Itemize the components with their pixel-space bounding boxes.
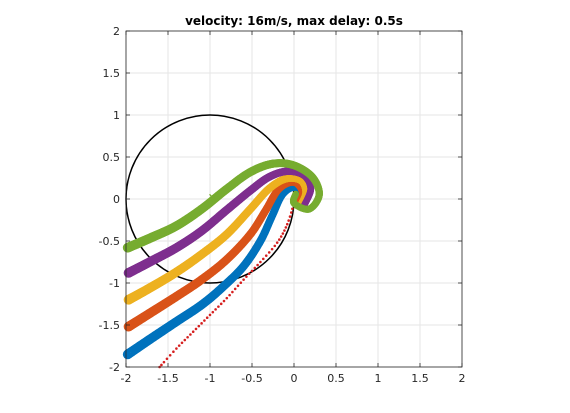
data-point: [217, 305, 220, 308]
data-point: [183, 338, 187, 342]
data-point: [270, 247, 274, 251]
data-point: [168, 353, 172, 357]
data-point: [283, 229, 286, 232]
data-point: [287, 219, 290, 222]
x-tick-label: 1.5: [411, 372, 429, 385]
data-point: [160, 363, 163, 367]
data-point: [289, 211, 293, 214]
cross-stroke: [209, 193, 216, 201]
data-point: [162, 360, 166, 364]
y-tick-label: -2: [109, 361, 120, 374]
series-yellow: [123, 174, 310, 305]
data-point: [273, 244, 277, 248]
data-point: [228, 293, 231, 297]
y-tick-label: -1.5: [99, 319, 120, 332]
data-point: [278, 238, 281, 241]
y-tick-label: 0: [113, 193, 120, 206]
data-point: [264, 254, 268, 257]
y-tick-label: 0.5: [103, 151, 121, 164]
data-point: [194, 327, 198, 331]
data-point: [285, 222, 289, 226]
data-point: [200, 322, 203, 325]
data-point: [261, 257, 265, 261]
data-point: [175, 347, 178, 350]
data-point: [165, 357, 169, 361]
x-tick-label: -2: [121, 372, 132, 385]
x-tick-label: 2: [459, 372, 466, 385]
data-point: [225, 296, 229, 300]
data-point: [177, 344, 181, 347]
data-point: [256, 263, 259, 267]
data-point: [259, 260, 262, 264]
data-point: [267, 251, 271, 254]
series-orange: [123, 178, 306, 332]
data-point: [189, 333, 192, 336]
data-point: [208, 313, 212, 317]
axis-ticks: -2 -1.5 -1 -0.5 0 0.5 1 1.5 2 -2 -1.5 -1 -0.5 0 0.5 1 1.…: [99, 25, 466, 385]
data-point: [239, 281, 243, 284]
x-tick-label: 0: [291, 372, 298, 385]
series-red-dots: [158, 201, 296, 369]
data-point: [211, 310, 215, 314]
data-point: [245, 275, 248, 278]
data-point: [233, 287, 237, 291]
data-point: [231, 290, 234, 294]
data-point: [222, 299, 226, 303]
y-tick-label: -0.5: [99, 235, 120, 248]
data-point: [279, 235, 283, 238]
y-tick-label: -1: [109, 277, 120, 290]
x-tick-label: -0.5: [241, 372, 262, 385]
data-point: [284, 226, 288, 229]
x-tick-label: -1.5: [157, 372, 178, 385]
data-point: [186, 335, 189, 339]
x-tick-label: 0.5: [327, 372, 345, 385]
green-cross-marker: [209, 193, 216, 201]
data-point: [281, 232, 285, 235]
y-tick-label: 1: [113, 109, 120, 122]
data-point: [275, 241, 279, 244]
y-tick-label: 2: [113, 25, 120, 38]
data-point: [205, 316, 209, 320]
data-point: [236, 284, 240, 288]
data-point: [292, 190, 299, 198]
data-point: [247, 272, 251, 276]
data-point: [191, 330, 195, 334]
data-point: [242, 278, 245, 281]
data-point: [172, 350, 175, 354]
data-point: [219, 302, 223, 306]
data-point: [214, 308, 217, 311]
data-point: [291, 207, 294, 211]
data-point: [203, 319, 206, 322]
data-point: [250, 269, 254, 273]
data-point: [197, 324, 201, 328]
x-tick-label: 1: [375, 372, 382, 385]
chart-title: velocity: 16m/s, max delay: 0.5s: [185, 14, 403, 28]
x-tick-label: -1: [205, 372, 216, 385]
data-point: [253, 266, 257, 270]
y-tick-label: 1.5: [103, 67, 121, 80]
data-point: [288, 215, 292, 218]
data-point: [180, 341, 184, 345]
series-layer: [122, 159, 323, 369]
